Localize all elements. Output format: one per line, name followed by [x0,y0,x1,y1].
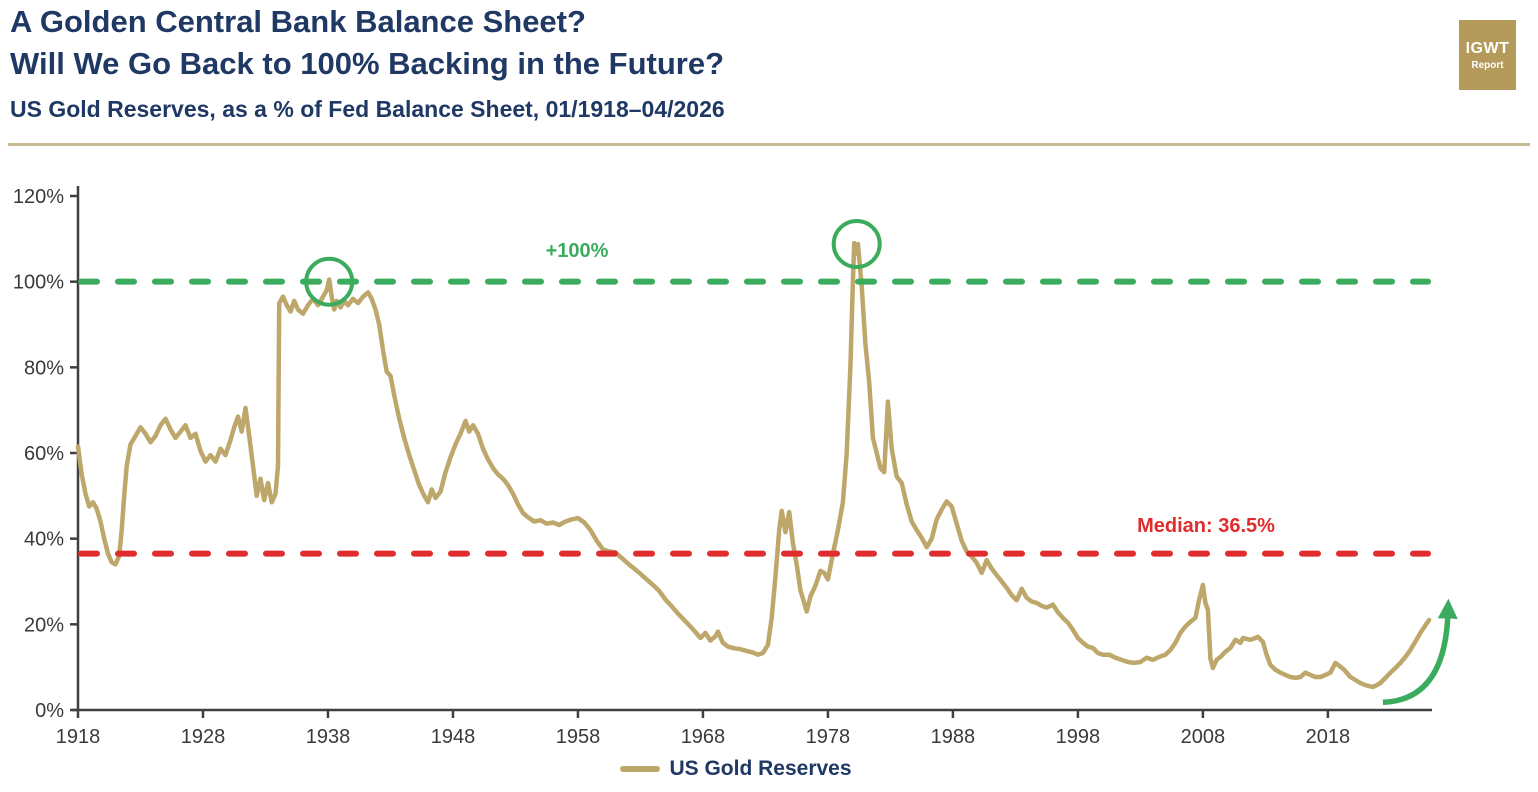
logo-text-igwt: IGWT [1465,39,1510,57]
page-title-line1: A Golden Central Bank Balance Sheet? [10,4,586,39]
highlight-circle [304,256,355,307]
y-tick-label: 20% [24,614,64,636]
median-label: Median: 36.5% [1137,515,1275,537]
x-tick-label: 1918 [56,726,101,748]
chart-subtitle: US Gold Reserves, as a % of Fed Balance … [10,96,725,122]
page-title-line2: Will We Go Back to 100% Backing in the F… [10,46,724,81]
logo-text-report: Report [1471,59,1504,71]
x-tick-label: 1998 [1056,726,1101,748]
highlight-circle [831,219,882,269]
y-tick-label: 60% [24,443,64,465]
x-tick-label: 1978 [806,726,851,748]
y-tick-label: 80% [24,357,64,379]
legend: US Gold Reserves [0,757,1472,781]
x-tick-label: 1958 [556,726,601,748]
gold-reserves-line [75,240,1432,690]
x-tick-label: 1988 [931,726,976,748]
header-divider [8,143,1530,146]
x-tick-label: 1938 [306,726,351,748]
plus-100-label: +100% [545,240,609,262]
legend-label: US Gold Reserves [669,757,852,780]
page-title: A Golden Central Bank Balance Sheet? Wil… [10,1,724,85]
legend-line-swatch [620,766,661,772]
x-tick-label: 1948 [431,726,476,748]
x-tick-label: 2018 [1306,726,1351,748]
upward-trend-arrow [1382,598,1458,706]
y-tick-label: 100% [13,272,64,294]
igwt-report-logo: IGWT Report [1459,20,1516,90]
x-tick-label: 1928 [181,726,226,748]
y-tick-label: 40% [24,529,64,551]
y-tick-label: 120% [13,186,64,208]
x-tick-label: 2008 [1181,726,1226,748]
x-tick-label: 1968 [681,726,726,748]
y-tick-label: 0% [35,700,64,722]
